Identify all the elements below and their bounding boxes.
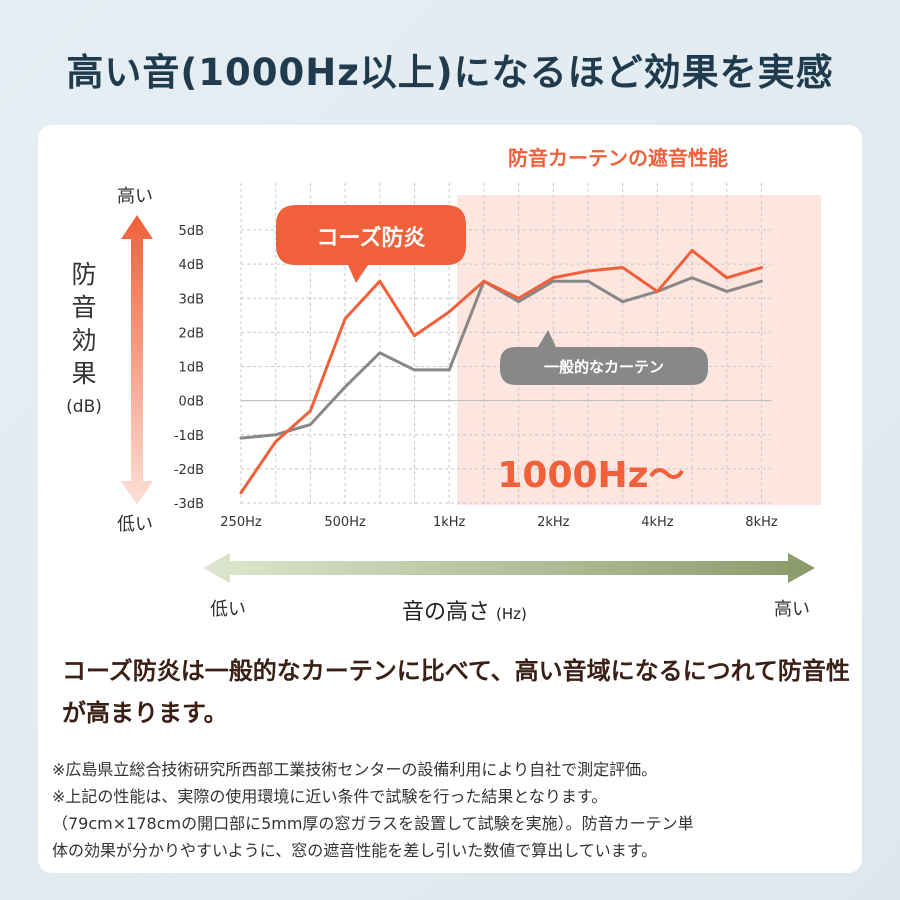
series-line bbox=[239, 276, 763, 440]
x-tick-label: 500Hz bbox=[324, 515, 366, 530]
y-tick-label: 1dB bbox=[179, 361, 204, 376]
x-high-label: 高い bbox=[774, 599, 810, 620]
y-axis-title-char: 果 bbox=[71, 359, 96, 388]
y-axis-title-char: 効 bbox=[71, 326, 96, 355]
x-tick-label: 4kHz bbox=[641, 515, 674, 530]
note-line: ※上記の性能は、実際の使用環境に近い条件で試験を行った結果となります。 bbox=[52, 787, 608, 806]
notes: ※広島県立総合技術研究所西部工業技術センターの設備利用により自社で測定評価。 ※… bbox=[52, 756, 852, 864]
series-name-label: コーズ防炎 bbox=[317, 225, 426, 251]
y-tick-label: 3dB bbox=[179, 292, 204, 307]
x-axis-title: 音の高さ bbox=[402, 600, 490, 625]
y-tick-label: 2dB bbox=[179, 326, 204, 341]
x-axis-unit: (Hz) bbox=[496, 605, 527, 623]
y-tick-label: 5dB bbox=[179, 224, 204, 239]
page-headline: 高い音(1000Hz以上)になるほど効果を実感 bbox=[66, 51, 834, 94]
highlight-label: 1000Hz〜 bbox=[497, 455, 684, 496]
x-tick-label: 2kHz bbox=[537, 515, 570, 530]
note-line: 体の効果が分かりやすいように、窓の遮音性能を差し引いた数値で算出しています。 bbox=[52, 841, 658, 860]
sound-insulation-chart: 5dB 4dB 3dB 2dB 1dB 0dB -1dB -2dB -3dB 250Hz 500Hz… bbox=[66, 146, 821, 625]
vertical-arrow bbox=[121, 215, 153, 505]
chart-card: 5dB 4dB 3dB 2dB 1dB 0dB -1dB -2dB -3dB 250Hz 500Hz… bbox=[38, 125, 862, 873]
y-tick-label: 4dB bbox=[179, 258, 204, 273]
series-line bbox=[239, 248, 763, 495]
y-axis-unit: (dB) bbox=[66, 397, 102, 417]
x-tick-label: 250Hz bbox=[220, 515, 262, 530]
note-line: ※広島県立総合技術研究所西部工業技術センターの設備利用により自社で測定評価。 bbox=[52, 760, 658, 779]
chart-title: 防音カーテンの遮音性能 bbox=[508, 146, 728, 170]
y-axis-title-char: 防 bbox=[71, 260, 96, 289]
note-line: （79cm×178cmの開口部に5mm厚の窓ガラスを設置して試験を実施）。防音カ… bbox=[52, 814, 694, 833]
y-tick-label: 0dB bbox=[179, 395, 204, 410]
y-tick-label: -2dB bbox=[174, 463, 204, 478]
y-tick-label: -1dB bbox=[174, 429, 204, 444]
x-tick-label: 8kHz bbox=[745, 515, 778, 530]
y-high-label: 高い bbox=[117, 186, 153, 207]
series-callout-bg bbox=[276, 205, 466, 283]
x-low-label: 低い bbox=[210, 599, 246, 620]
y-low-label: 低い bbox=[117, 514, 153, 535]
horizontal-arrow bbox=[203, 553, 815, 583]
x-tick-label: 1kHz bbox=[433, 515, 466, 530]
series-callout-bg bbox=[500, 330, 708, 385]
y-axis-title-char: 音 bbox=[71, 293, 96, 322]
summary-text: コーズ防炎は一般的なカーテンに比べて、高い音域になるにつれて防音性が高まります。 bbox=[62, 657, 850, 727]
y-tick-label: -3dB bbox=[174, 497, 204, 512]
series-name-label: 一般的なカーテン bbox=[544, 358, 664, 376]
